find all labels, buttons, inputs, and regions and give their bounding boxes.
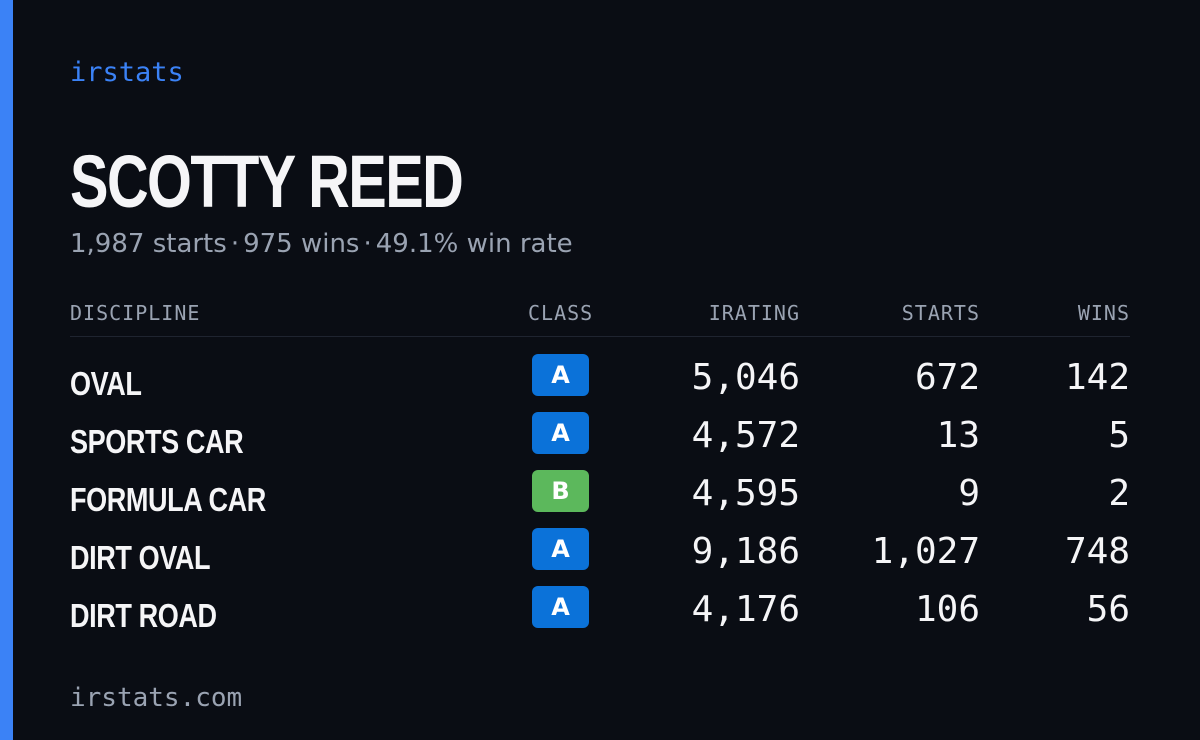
driver-name: SCOTTY REED <box>70 140 464 223</box>
class-badge: A <box>532 528 589 570</box>
header-discipline: DISCIPLINE <box>70 301 201 325</box>
discipline-name: DIRT OVAL <box>70 539 211 576</box>
table-row: FORMULA CAR B 4,595 9 2 <box>70 470 1130 528</box>
footer-url: irstats.com <box>70 683 243 713</box>
starts-value: 13 <box>936 415 980 456</box>
header-wins: WINS <box>1077 301 1130 325</box>
discipline-name: SPORTS CAR <box>70 423 244 460</box>
header-irating: IRATING <box>708 301 800 325</box>
table-row: SPORTS CAR A 4,572 13 5 <box>70 412 1130 470</box>
table-header: DISCIPLINE CLASS IRATING STARTS WINS <box>70 296 1130 337</box>
wins-value: 142 <box>1064 357 1130 398</box>
irating-value: 4,572 <box>691 415 800 456</box>
summary-starts: 1,987 starts <box>70 229 227 259</box>
irating-value: 4,595 <box>691 473 800 514</box>
starts-value: 1,027 <box>871 531 980 572</box>
starts-value: 106 <box>914 589 980 630</box>
class-badge: A <box>532 354 589 396</box>
table-row: DIRT ROAD A 4,176 106 56 <box>70 586 1130 644</box>
wins-value: 748 <box>1064 531 1130 572</box>
discipline-name: FORMULA CAR <box>70 481 266 518</box>
starts-value: 672 <box>914 357 980 398</box>
discipline-name: OVAL <box>70 365 142 402</box>
irating-value: 5,046 <box>691 357 800 398</box>
table-row: OVAL A 5,046 672 142 <box>70 354 1130 412</box>
summary-wins: 975 wins <box>243 229 360 259</box>
irating-value: 4,176 <box>691 589 800 630</box>
header-starts: STARTS <box>901 301 980 325</box>
career-summary: 1,987 starts · 975 wins · 49.1% win rate <box>70 226 573 262</box>
table-body: OVAL A 5,046 672 142 SPORTS CAR A 4,572 … <box>70 354 1130 644</box>
wins-value: 2 <box>1108 473 1130 514</box>
class-badge: A <box>532 586 589 628</box>
accent-bar <box>0 0 13 740</box>
discipline-table: DISCIPLINE CLASS IRATING STARTS WINS OVA… <box>70 296 1130 644</box>
discipline-name: DIRT ROAD <box>70 597 217 634</box>
class-badge: B <box>532 470 589 512</box>
summary-separator: · <box>230 229 240 259</box>
summary-win-rate: 49.1% win rate <box>375 229 573 259</box>
wins-value: 5 <box>1108 415 1130 456</box>
stats-card: irstats SCOTTY REED 1,987 starts · 975 win… <box>70 0 1130 740</box>
starts-value: 9 <box>958 473 980 514</box>
irating-value: 9,186 <box>691 531 800 572</box>
brand-logo: irstats <box>70 57 184 88</box>
summary-separator: · <box>363 229 372 259</box>
table-row: DIRT OVAL A 9,186 1,027 748 <box>70 528 1130 586</box>
class-badge: A <box>532 412 589 454</box>
header-class: CLASS <box>528 301 594 325</box>
wins-value: 56 <box>1086 589 1130 630</box>
